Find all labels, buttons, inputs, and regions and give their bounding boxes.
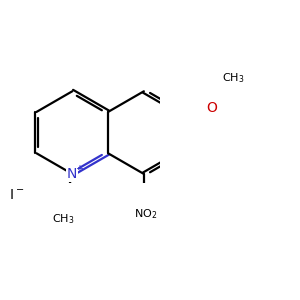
Text: I$^-$: I$^-$ (9, 188, 24, 202)
Text: CH$_3$: CH$_3$ (52, 212, 74, 226)
Text: N: N (67, 167, 77, 181)
Text: +: + (75, 164, 83, 174)
Text: O: O (207, 101, 218, 115)
Text: CH$_3$: CH$_3$ (222, 71, 244, 85)
Text: NO$_2$: NO$_2$ (134, 207, 157, 221)
